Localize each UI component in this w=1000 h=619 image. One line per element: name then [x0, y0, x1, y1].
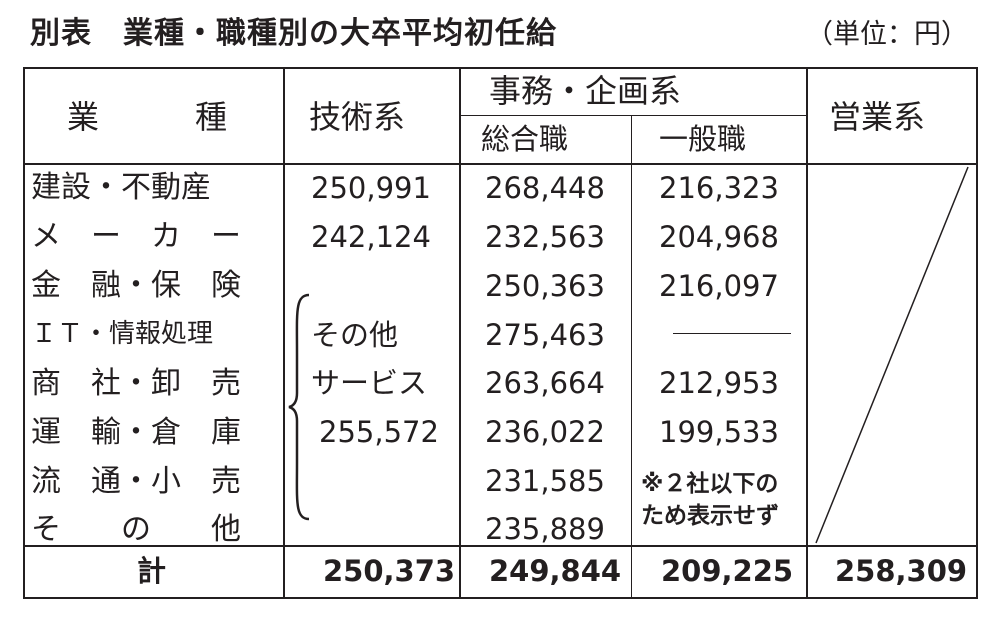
col-sep-2 — [459, 67, 461, 599]
header-tech: 技術系 — [309, 98, 406, 136]
row-ippan-construction: 216,323 — [659, 171, 779, 205]
office-subheader-line — [459, 115, 807, 116]
col-sep-3 — [631, 115, 632, 599]
border-right — [976, 67, 978, 599]
header-office: 事務・企画系 — [489, 72, 682, 110]
row-sogo-maker: 232,563 — [485, 220, 605, 254]
table-title: 別表 業種・職種別の大卒平均初任給 — [30, 16, 557, 51]
row-industry-trading: 商 社・卸 売 — [31, 366, 241, 401]
row-industry-other: そ の 他 — [31, 512, 241, 547]
total-separator — [23, 545, 978, 547]
header-industry: 業 種 — [67, 98, 228, 136]
header-sales: 営業系 — [829, 98, 926, 136]
row-sogo-finance: 250,363 — [485, 269, 605, 303]
border-left — [23, 67, 25, 599]
row-ippan-trading: 212,953 — [659, 366, 779, 400]
row-ippan-maker: 204,968 — [659, 220, 779, 254]
tech-service-label: サービス — [311, 366, 428, 400]
total-sogo: 249,844 — [489, 554, 622, 588]
row-industry-finance: 金 融・保 険 — [31, 268, 241, 303]
col-sep-4 — [806, 67, 808, 599]
row-ippan-it-dash — [673, 333, 791, 334]
header-ippan: 一般職 — [659, 122, 747, 156]
row-sogo-other: 235,889 — [485, 512, 605, 546]
header-sogo: 総合職 — [481, 122, 569, 156]
row-industry-construction: 建設・不動産 — [31, 170, 211, 205]
sales-diagonal-line — [815, 166, 969, 544]
note-line-2: ため表示せず — [641, 503, 779, 529]
row-industry-transport: 運 輸・倉 庫 — [31, 415, 241, 450]
salary-table: 業 種 技術系 事務・企画系 総合職 一般職 営業系 建設・不動産 メ ー カ … — [23, 67, 978, 599]
total-ippan: 209,225 — [661, 554, 794, 588]
row-tech-maker: 242,124 — [311, 220, 431, 254]
row-sogo-it: 275,463 — [485, 318, 605, 352]
tech-other-value: 255,572 — [319, 415, 439, 449]
border-top — [23, 67, 978, 69]
total-tech: 250,373 — [323, 554, 456, 588]
grouping-brace-icon — [288, 293, 310, 521]
tech-other-label: その他 — [311, 318, 399, 352]
row-industry-maker: メ ー カ ー — [31, 219, 241, 254]
total-sales: 258,309 — [835, 554, 968, 588]
border-bottom — [23, 597, 978, 599]
row-tech-construction: 250,991 — [311, 171, 431, 205]
header-separator — [23, 163, 978, 165]
total-label: 計 — [137, 554, 167, 588]
unit-label: （単位：円） — [806, 19, 968, 50]
row-sogo-retail: 231,585 — [485, 464, 605, 498]
row-industry-it: ＩＴ・情報処理 — [31, 319, 214, 349]
col-sep-1 — [283, 67, 285, 599]
row-sogo-trading: 263,664 — [485, 366, 605, 400]
row-sogo-transport: 236,022 — [485, 415, 605, 449]
row-ippan-transport: 199,533 — [659, 415, 779, 449]
row-sogo-construction: 268,448 — [485, 171, 605, 205]
note-line-1: ※２社以下の — [641, 471, 779, 497]
row-industry-retail: 流 通・小 売 — [31, 464, 241, 499]
row-ippan-finance: 216,097 — [659, 269, 779, 303]
